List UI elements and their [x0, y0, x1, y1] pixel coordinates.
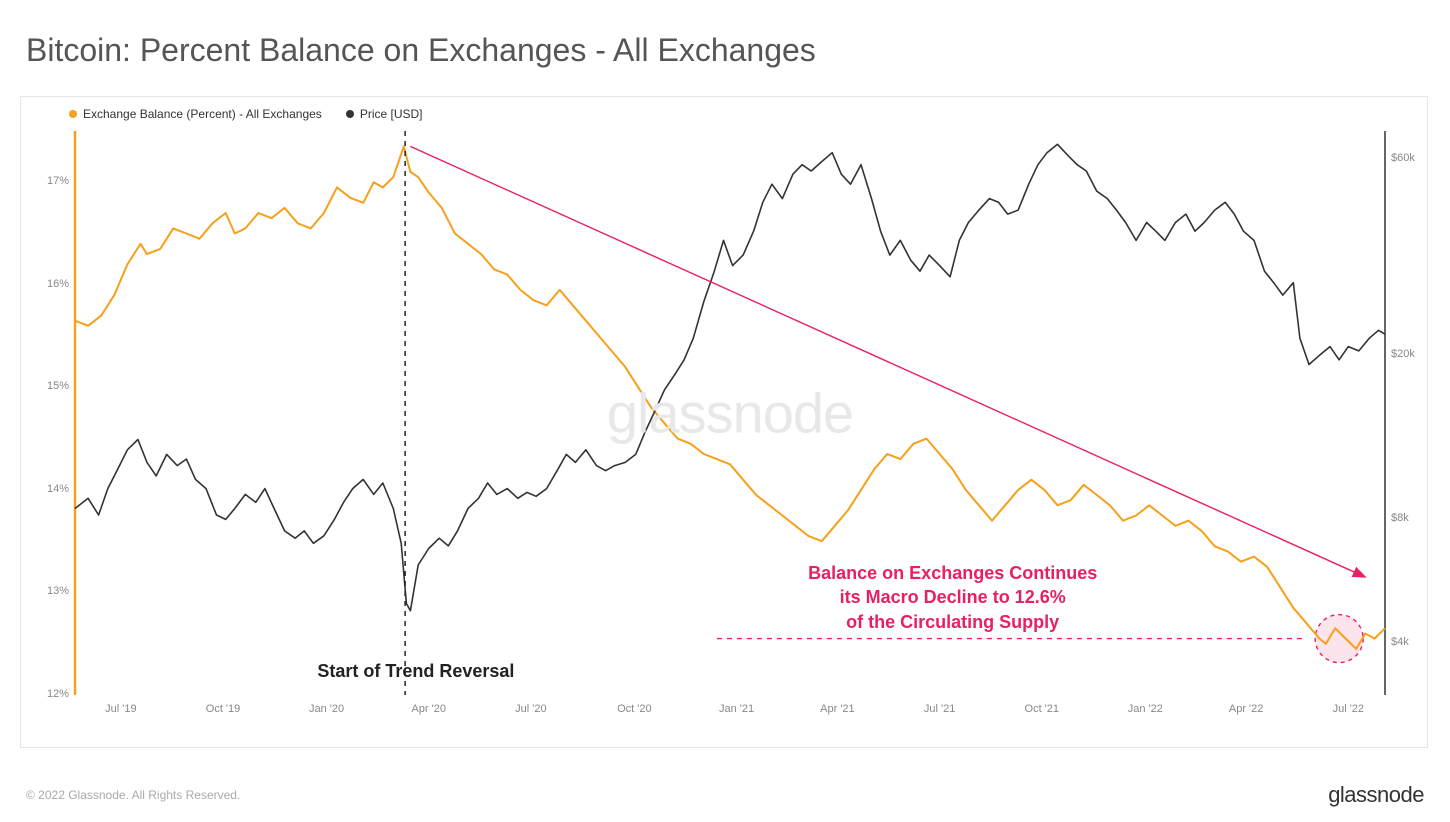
- legend-item-price: Price [USD]: [346, 107, 423, 121]
- plot-area: glassnode: [75, 131, 1385, 695]
- x-tick: Oct '19: [206, 703, 241, 715]
- legend-label-balance: Exchange Balance (Percent) - All Exchang…: [83, 107, 322, 121]
- y-right-tick: $8k: [1391, 512, 1431, 524]
- x-tick: Jan '20: [309, 703, 344, 715]
- y-left-tick: 12%: [29, 688, 69, 700]
- chart-frame: Exchange Balance (Percent) - All Exchang…: [20, 96, 1428, 748]
- y-left-tick: 13%: [29, 585, 69, 597]
- chart-title: Bitcoin: Percent Balance on Exchanges - …: [26, 32, 816, 69]
- x-tick: Oct '20: [617, 703, 652, 715]
- x-tick: Apr '20: [411, 703, 446, 715]
- x-tick: Jan '22: [1128, 703, 1163, 715]
- legend-dot-price: [346, 110, 354, 118]
- footer-copyright: © 2022 Glassnode. All Rights Reserved.: [26, 788, 240, 802]
- legend-label-price: Price [USD]: [360, 107, 423, 121]
- legend-dot-balance: [69, 110, 77, 118]
- x-tick: Oct '21: [1025, 703, 1060, 715]
- x-tick: Jul '19: [105, 703, 136, 715]
- y-left-tick: 14%: [29, 483, 69, 495]
- y-left-tick: 15%: [29, 380, 69, 392]
- y-right-tick: $60k: [1391, 152, 1431, 164]
- x-tick: Jul '21: [924, 703, 955, 715]
- footer-brand: glassnode: [1328, 782, 1424, 808]
- annotation-balance-decline: Balance on Exchanges Continuesits Macro …: [783, 561, 1123, 634]
- y-right-tick: $4k: [1391, 636, 1431, 648]
- y-left-tick: 16%: [29, 278, 69, 290]
- y-right-tick: $20k: [1391, 348, 1431, 360]
- y-left-tick: 17%: [29, 175, 69, 187]
- x-tick: Jan '21: [719, 703, 754, 715]
- legend: Exchange Balance (Percent) - All Exchang…: [69, 107, 423, 121]
- x-tick: Apr '21: [820, 703, 855, 715]
- x-tick: Apr '22: [1229, 703, 1264, 715]
- x-tick: Jul '22: [1333, 703, 1364, 715]
- x-tick: Jul '20: [515, 703, 546, 715]
- annotation-trend-reversal: Start of Trend Reversal: [317, 661, 514, 682]
- chart-svg: [75, 131, 1385, 695]
- legend-item-balance: Exchange Balance (Percent) - All Exchang…: [69, 107, 322, 121]
